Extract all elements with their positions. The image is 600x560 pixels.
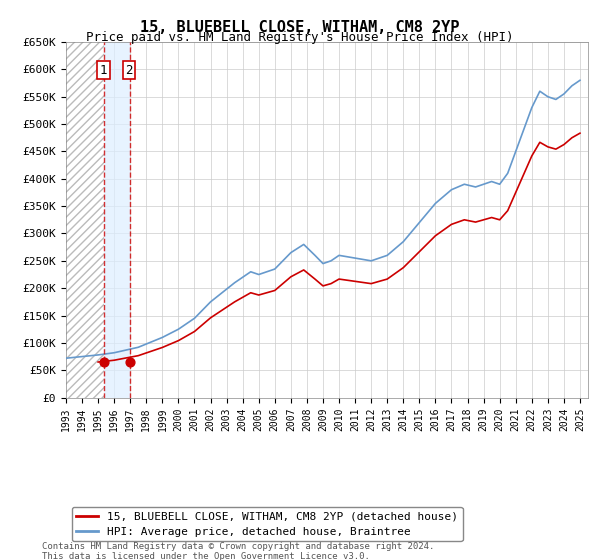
Bar <box>66 42 104 398</box>
Text: Price paid vs. HM Land Registry's House Price Index (HPI): Price paid vs. HM Land Registry's House … <box>86 31 514 44</box>
Text: 2: 2 <box>125 64 133 77</box>
Text: Contains HM Land Registry data © Crown copyright and database right 2024.
This d: Contains HM Land Registry data © Crown c… <box>42 542 434 560</box>
Text: 1: 1 <box>100 64 107 77</box>
Point <box>125 358 135 367</box>
Point <box>99 357 109 366</box>
Legend: 15, BLUEBELL CLOSE, WITHAM, CM8 2YP (detached house), HPI: Average price, detach: 15, BLUEBELL CLOSE, WITHAM, CM8 2YP (det… <box>71 507 463 542</box>
Bar <box>104 42 130 398</box>
Text: 15, BLUEBELL CLOSE, WITHAM, CM8 2YP: 15, BLUEBELL CLOSE, WITHAM, CM8 2YP <box>140 20 460 35</box>
